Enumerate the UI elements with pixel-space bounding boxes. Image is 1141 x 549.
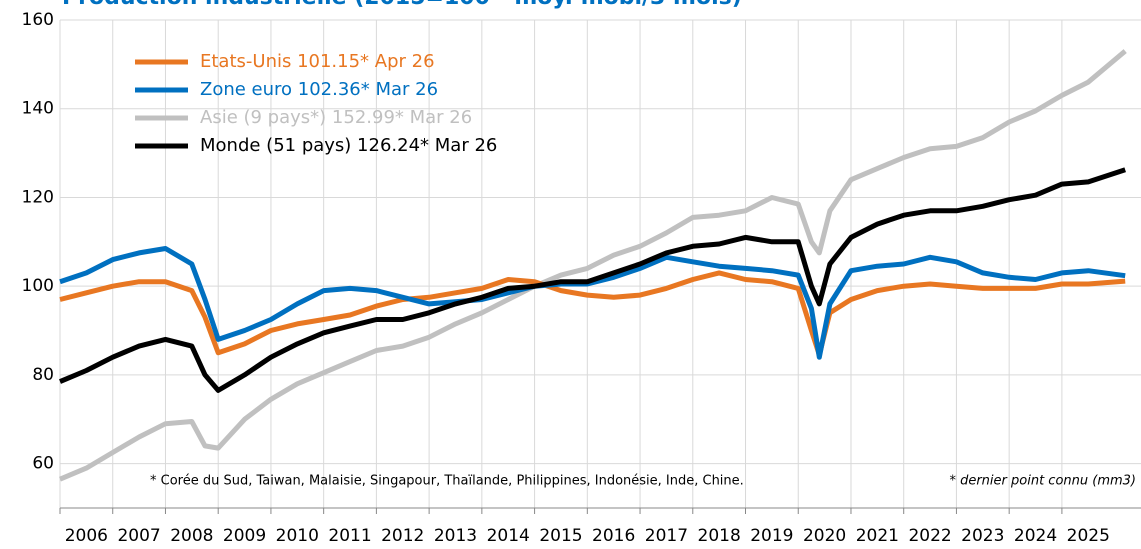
x-tick-label: 2011 bbox=[328, 526, 371, 546]
footnote: * dernier point connu (mm3) bbox=[949, 474, 1136, 489]
legend-label: Asie (9 pays*) 152.99* Mar 26 bbox=[200, 107, 472, 128]
x-tick-label: 2024 bbox=[1014, 526, 1057, 546]
x-tick-label: 2019 bbox=[750, 526, 793, 546]
x-tick-label: 2012 bbox=[381, 526, 424, 546]
y-tick-label: 120 bbox=[22, 187, 54, 207]
series-line bbox=[59, 246, 1126, 360]
x-tick-label: 2021 bbox=[856, 526, 899, 546]
x-tick-label: 2007 bbox=[117, 526, 160, 546]
series-line bbox=[59, 167, 1126, 393]
x-tick-label: 2008 bbox=[170, 526, 213, 546]
x-tick-label: 2006 bbox=[65, 526, 108, 546]
x-tick-label: 2013 bbox=[434, 526, 477, 546]
series-line bbox=[59, 270, 1126, 358]
x-tick-label: 2010 bbox=[276, 526, 319, 546]
legend-label: Monde (51 pays) 126.24* Mar 26 bbox=[200, 135, 497, 156]
y-tick-label: 140 bbox=[22, 99, 54, 119]
x-tick-label: 2017 bbox=[645, 526, 688, 546]
legend-label: Zone euro 102.36* Mar 26 bbox=[200, 79, 438, 100]
chart-title: Production industrielle (2015=100 - moy.… bbox=[62, 0, 742, 10]
y-tick-label: 80 bbox=[32, 365, 54, 385]
x-tick-label: 2018 bbox=[698, 526, 741, 546]
y-tick-label: 100 bbox=[22, 276, 54, 296]
x-tick-label: 2014 bbox=[487, 526, 530, 546]
x-tick-label: 2020 bbox=[803, 526, 846, 546]
y-tick-label: 60 bbox=[32, 454, 54, 474]
x-tick-label: 2022 bbox=[908, 526, 951, 546]
x-tick-label: 2025 bbox=[1067, 526, 1110, 546]
x-tick-label: 2009 bbox=[223, 526, 266, 546]
x-tick-label: 2023 bbox=[961, 526, 1004, 546]
footnote: * Corée du Sud, Taiwan, Malaisie, Singap… bbox=[150, 474, 744, 489]
x-tick-label: 2016 bbox=[592, 526, 635, 546]
y-tick-label: 160 bbox=[22, 10, 54, 30]
series-line bbox=[59, 49, 1127, 482]
legend-label: Etats-Unis 101.15* Apr 26 bbox=[200, 51, 435, 72]
plot: 60 80 100 120 140 160 2006 2007 2008 2009 2010 2011… bbox=[22, 10, 1141, 546]
x-tick-label: 2015 bbox=[539, 526, 582, 546]
